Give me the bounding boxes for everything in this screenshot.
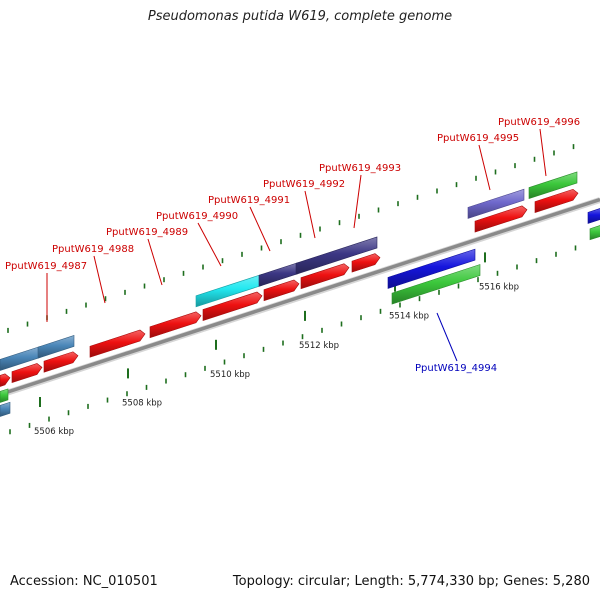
- forward-cds-arrow: [11, 363, 43, 384]
- gene-label: PputW619_4994: [415, 363, 497, 374]
- kbp-label: 5512 kbp: [299, 341, 339, 351]
- gene-box-green: [528, 171, 578, 199]
- reverse-gene-box-green: [589, 225, 600, 241]
- forward-cds-arrow: [263, 279, 300, 302]
- gene-label: PputW619_4992: [263, 179, 345, 190]
- gene-leader-line: [93, 255, 106, 304]
- gene-label: PputW619_4993: [319, 163, 401, 174]
- reverse-gene-box-blue: [587, 208, 600, 224]
- gene-label: PputW619_4991: [208, 195, 290, 206]
- gene-leader-line: [304, 190, 316, 239]
- reverse-gene-box-blue: [387, 248, 476, 289]
- gene-box-steel: [37, 335, 75, 359]
- forward-cds-arrow: [534, 188, 579, 214]
- gene-leader-line: [249, 206, 271, 252]
- kbp-label: 5514 kbp: [389, 312, 429, 322]
- forward-cds-arrow: [89, 329, 146, 358]
- gene-leader-line: [478, 144, 491, 191]
- gene-leader-line: [147, 238, 163, 286]
- kbp-label: 5510 kbp: [210, 370, 250, 380]
- kbp-label: 5506 kbp: [34, 427, 74, 437]
- gene-box-green-edge: [0, 388, 9, 403]
- gene-leader-line: [539, 128, 547, 177]
- gene-leader-line: [436, 312, 458, 362]
- forward-cds-arrow: [474, 205, 528, 233]
- gene-leader-line: [353, 174, 362, 229]
- reverse-gene-box-green: [391, 264, 481, 305]
- gene-label: PputW619_4995: [437, 133, 519, 144]
- map-title: Pseudomonas putida W619, complete genome: [147, 9, 453, 24]
- forward-cds-arrow: [202, 291, 263, 321]
- kbp-label: 5516 kbp: [479, 282, 519, 292]
- forward-cds-arrow: [149, 311, 202, 339]
- forward-cds-arrow: [43, 351, 79, 373]
- gene-leader-line: [197, 222, 222, 267]
- backbone-line: [0, 197, 600, 397]
- gene-label: PputW619_4988: [52, 244, 134, 255]
- gene-label: PputW619_4987: [5, 261, 87, 272]
- gene-box-violet: [467, 188, 525, 219]
- forward-cds-arrow: [0, 373, 11, 387]
- forward-cds-arrow: [351, 253, 381, 273]
- gene-box-indigo: [295, 236, 378, 275]
- gene-label: PputW619_4990: [156, 211, 238, 222]
- reverse-gene-box-steel: [0, 401, 11, 417]
- gene-label: PputW619_4989: [106, 227, 188, 238]
- gene-label: PputW619_4996: [498, 117, 580, 128]
- genome-summary-text: Topology: circular; Length: 5,774,330 bp…: [232, 574, 590, 589]
- kbp-label: 5508 kbp: [122, 398, 162, 408]
- forward-cds-arrow: [300, 263, 350, 290]
- accession-text: Accession: NC_010501: [10, 574, 158, 589]
